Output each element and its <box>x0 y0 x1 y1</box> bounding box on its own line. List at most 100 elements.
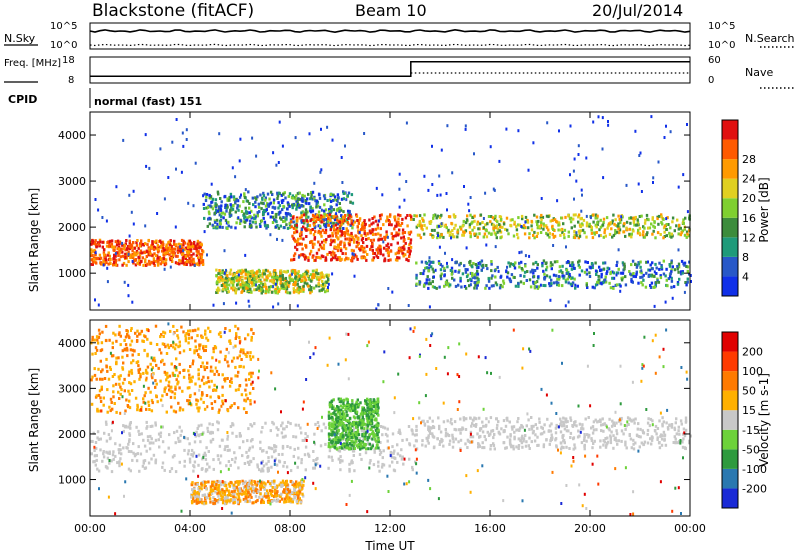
power-cell <box>207 205 210 209</box>
velocity-cell <box>203 502 206 506</box>
power-cell <box>307 277 311 281</box>
power-cell <box>312 218 315 221</box>
power-cell <box>278 120 281 124</box>
velocity-cell <box>522 439 525 443</box>
velocity-cell <box>274 494 277 498</box>
power-cell <box>581 193 583 197</box>
power-cell <box>340 240 343 244</box>
velocity-cell <box>255 483 258 487</box>
power-cell <box>656 277 659 281</box>
power-cell <box>660 267 664 271</box>
velocity-cell <box>281 446 285 450</box>
power-cell <box>134 263 138 267</box>
power-cell <box>352 223 355 226</box>
power-cell <box>320 234 323 238</box>
noise-right-label: N.Search <box>745 32 795 45</box>
power-cell <box>660 213 663 217</box>
power-cell <box>374 227 378 231</box>
power-cell <box>335 203 338 207</box>
velocity-cell <box>613 424 616 427</box>
power-cell <box>545 231 548 235</box>
power-cell <box>308 224 312 228</box>
power-cell <box>344 252 347 256</box>
power-cell <box>446 124 449 128</box>
power-cell <box>604 278 607 282</box>
power-cell <box>464 124 467 128</box>
velocity-cell <box>129 469 132 473</box>
power-cell <box>652 224 655 228</box>
power-cell <box>356 257 359 261</box>
velocity-cell <box>136 452 139 456</box>
power-cell <box>140 239 143 243</box>
power-cell <box>534 260 538 264</box>
velocity-cell <box>170 467 174 471</box>
power-cell <box>677 270 680 274</box>
velocity-cell <box>660 443 664 447</box>
velocity-cell <box>281 479 285 483</box>
velocity-cell <box>286 488 290 491</box>
velocity-cell <box>163 468 166 472</box>
power-cell <box>476 270 479 273</box>
velocity-cell <box>242 440 245 444</box>
velocity-cell <box>454 437 458 441</box>
power-cell <box>215 291 218 294</box>
velocity-cell <box>277 493 281 497</box>
power-cell <box>148 249 152 253</box>
power-cell <box>440 148 443 152</box>
velocity-cell <box>530 424 533 428</box>
power-cell <box>620 215 623 219</box>
velocity-cell <box>197 492 200 496</box>
velocity-cell <box>379 441 382 444</box>
power-cell <box>155 239 158 243</box>
power-cell <box>156 263 160 267</box>
velocity-cell <box>222 498 225 502</box>
velocity-cell <box>92 460 95 464</box>
velocity-cell <box>292 435 295 439</box>
power-cell <box>200 252 204 256</box>
power-cell <box>609 272 612 276</box>
velocity-cell <box>217 457 220 461</box>
power-cell <box>657 222 660 226</box>
power-cell <box>249 274 252 278</box>
velocity-cell <box>418 416 421 420</box>
power-cell <box>521 225 524 229</box>
velocity-cell <box>423 422 426 426</box>
power-cell <box>153 240 156 244</box>
power-cell <box>104 258 107 261</box>
power-cell <box>371 217 374 220</box>
velocity-cell <box>609 434 612 438</box>
power-cell <box>165 248 169 252</box>
power-cell <box>217 272 220 276</box>
velocity-cell <box>204 469 208 473</box>
power-cell <box>405 121 408 125</box>
power-cell <box>397 217 400 221</box>
velocity-cell <box>143 444 147 448</box>
power-cell <box>351 255 355 259</box>
power-cell <box>125 239 128 242</box>
velocity-cell <box>625 424 628 428</box>
velocity-cell <box>285 500 288 503</box>
velocity-cell <box>202 453 205 457</box>
velocity-cell <box>408 443 412 447</box>
velocity-cell <box>257 482 260 486</box>
power-cell <box>331 272 334 276</box>
power-cell <box>109 262 112 265</box>
velocity-cell <box>428 426 432 430</box>
velocity-cell <box>577 429 580 433</box>
power-cell <box>594 216 597 220</box>
power-cell <box>578 265 581 269</box>
power-cell <box>312 286 316 290</box>
power-cell <box>255 276 258 279</box>
power-cell <box>255 280 258 284</box>
power-cell <box>612 286 615 290</box>
power-cell <box>91 262 94 266</box>
power-cell <box>469 232 472 236</box>
velocity-cell <box>148 447 152 451</box>
power-cell <box>251 284 254 288</box>
power-cell <box>152 257 156 261</box>
velocity-cell <box>632 418 635 422</box>
power-cell <box>112 245 116 249</box>
power-cell <box>298 285 301 289</box>
power-cell <box>246 199 250 203</box>
